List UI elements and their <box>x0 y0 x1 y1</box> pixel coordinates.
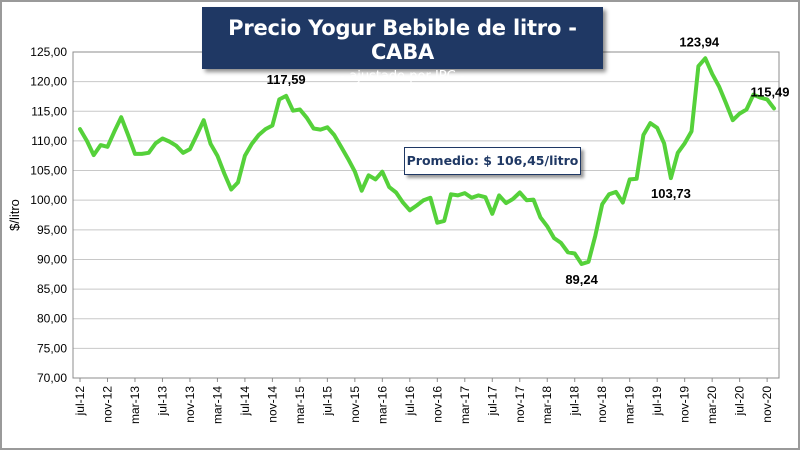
x-tick-label: nov-20 <box>760 386 774 423</box>
x-tick-label: mar-15 <box>293 386 307 424</box>
x-tick-label: jul-19 <box>650 386 664 417</box>
x-tick-label: mar-19 <box>623 386 637 424</box>
y-tick-label: 85,00 <box>37 282 67 296</box>
x-tick-label: nov-15 <box>348 386 362 423</box>
x-tick-label: nov-18 <box>595 386 609 423</box>
x-tick-label: jul-18 <box>568 386 582 417</box>
y-tick-label: 110,00 <box>31 134 67 148</box>
average-label: Promedio: $ 106,45/litro <box>404 147 581 175</box>
x-tick-label: mar-18 <box>540 386 554 424</box>
x-tick-label: jul-12 <box>73 386 87 417</box>
data-annotation: 115,49 <box>750 84 789 99</box>
x-tick-label: jul-13 <box>155 386 169 417</box>
x-tick-label: jul-17 <box>485 386 499 417</box>
x-tick-label: nov-13 <box>183 386 197 423</box>
x-tick-label: mar-20 <box>705 386 719 424</box>
y-tick-label: 90,00 <box>37 252 67 266</box>
x-tick-label: nov-16 <box>430 386 444 423</box>
y-tick-label: 125,00 <box>30 45 67 59</box>
x-tick-label: nov-12 <box>100 386 114 423</box>
y-tick-label: 100,00 <box>30 193 67 207</box>
y-tick-label: 75,00 <box>37 341 67 355</box>
x-tick-label: mar-14 <box>210 386 224 424</box>
y-tick-label: 95,00 <box>37 223 67 237</box>
x-tick-label: mar-17 <box>458 386 472 424</box>
chart-title: Precio Yogur Bebible de litro - CABA <box>228 16 577 64</box>
x-tick-label: mar-16 <box>375 386 389 424</box>
chart-subtitle: - ajustado por IPC - <box>340 69 465 84</box>
x-tick-label: jul-15 <box>320 386 334 417</box>
y-tick-label: 70,00 <box>37 371 67 385</box>
y-tick-label: 115,00 <box>31 104 67 118</box>
data-annotation: 123,94 <box>679 34 720 49</box>
data-annotation: 117,59 <box>267 72 306 87</box>
x-tick-label: jul-16 <box>403 386 417 417</box>
x-tick-label: nov-14 <box>265 386 279 423</box>
data-annotation: 103,73 <box>651 186 691 201</box>
data-annotation: 89,24 <box>565 272 598 287</box>
title-box: Precio Yogur Bebible de litro - CABA - a… <box>202 7 603 84</box>
y-tick-label: 120,00 <box>30 75 67 89</box>
x-tick-label: mar-13 <box>128 386 142 424</box>
x-tick-label: nov-17 <box>513 386 527 423</box>
y-tick-label: 105,00 <box>30 164 67 178</box>
plot-area-border <box>72 51 780 379</box>
x-tick-label: nov-19 <box>678 386 692 423</box>
x-tick-label: jul-20 <box>733 386 747 417</box>
x-tick-label: jul-14 <box>238 386 252 417</box>
y-tick-label: 80,00 <box>37 312 67 326</box>
price-series-line <box>78 56 776 266</box>
y-axis-label: $/litro <box>7 199 22 231</box>
